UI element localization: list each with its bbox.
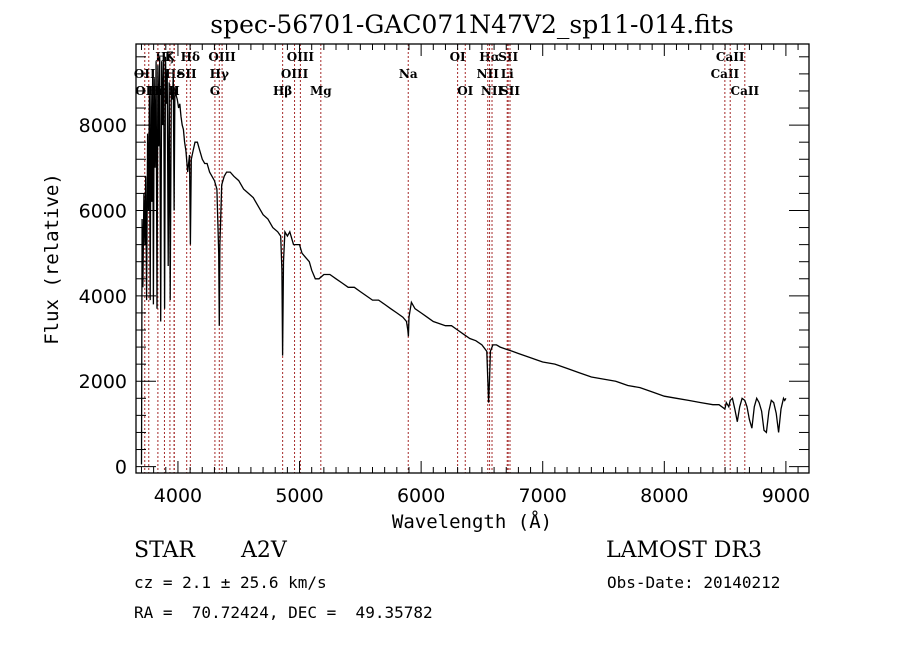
y-tick-label: 2000 <box>79 371 127 393</box>
line-marker-label: NII <box>477 67 500 81</box>
coordinates: RA = 70.72424, DEC = 49.35782 <box>134 603 433 622</box>
line-marker-label: OI <box>450 50 466 64</box>
redshift-velocity: cz = 2.1 ± 25.6 km/s <box>134 573 327 592</box>
line-marker-label: CaII <box>716 50 745 64</box>
line-markers: HαHβHγHδHεHζHηKHOIIOIIISIIOIIIGOIIIOIIIM… <box>134 44 760 473</box>
line-marker-label: OIII <box>287 50 315 64</box>
x-tick-label: 6000 <box>397 485 445 507</box>
line-marker-label: Hγ <box>210 67 229 81</box>
y-tick-label: 0 <box>115 457 127 479</box>
line-marker-label: K <box>165 50 176 64</box>
line-marker-label: Hβ <box>273 84 292 98</box>
y-tick-label: 6000 <box>79 200 127 222</box>
object-subclass: A2V <box>241 538 287 563</box>
line-marker-label: NII <box>481 84 504 98</box>
series-layer <box>140 52 787 465</box>
line-marker-label: CaII <box>711 67 740 81</box>
x-axis-label: Wavelength (Å) <box>392 510 552 533</box>
survey-name: LAMOST DR3 <box>606 538 762 563</box>
x-tick-label: 9000 <box>762 485 810 507</box>
line-marker-label: CaII <box>731 84 760 98</box>
line-marker-label: Na <box>399 67 418 81</box>
line-marker-label: Hδ <box>181 50 200 64</box>
line-marker-label: SII <box>498 50 518 64</box>
y-tick-label: 4000 <box>79 286 127 308</box>
line-marker-label: OI <box>457 84 473 98</box>
object-class: STAR <box>134 538 195 563</box>
line-marker-label: H <box>168 84 179 98</box>
x-tick-label: 5000 <box>275 485 323 507</box>
y-tick-label: 8000 <box>79 115 127 137</box>
line-marker-label: SII <box>177 67 197 81</box>
line-marker-label: G <box>210 84 220 98</box>
line-marker-label: Mg <box>310 84 332 98</box>
line-marker-label: SII <box>500 84 520 98</box>
line-marker-label: Hα <box>479 50 500 64</box>
line-marker-label: Li <box>501 67 514 81</box>
observation-date: Obs-Date: 20140212 <box>607 573 781 592</box>
x-tick-label: 8000 <box>640 485 688 507</box>
chart-title: spec-56701-GAC071N47V2_sp11-014.fits <box>210 10 733 39</box>
x-tick-label: 7000 <box>519 485 567 507</box>
y-axis-label: Flux (relative) <box>41 173 63 345</box>
line-marker-label: OIII <box>208 50 236 64</box>
spectrum-line <box>140 52 787 465</box>
x-tick-label: 4000 <box>154 485 202 507</box>
line-marker-label: OIII <box>281 67 309 81</box>
plot-frame <box>135 43 810 474</box>
axis-ticks: 4000 5000 6000 7000 8000 9000 0 2000 4000 6000 800… <box>79 44 810 507</box>
